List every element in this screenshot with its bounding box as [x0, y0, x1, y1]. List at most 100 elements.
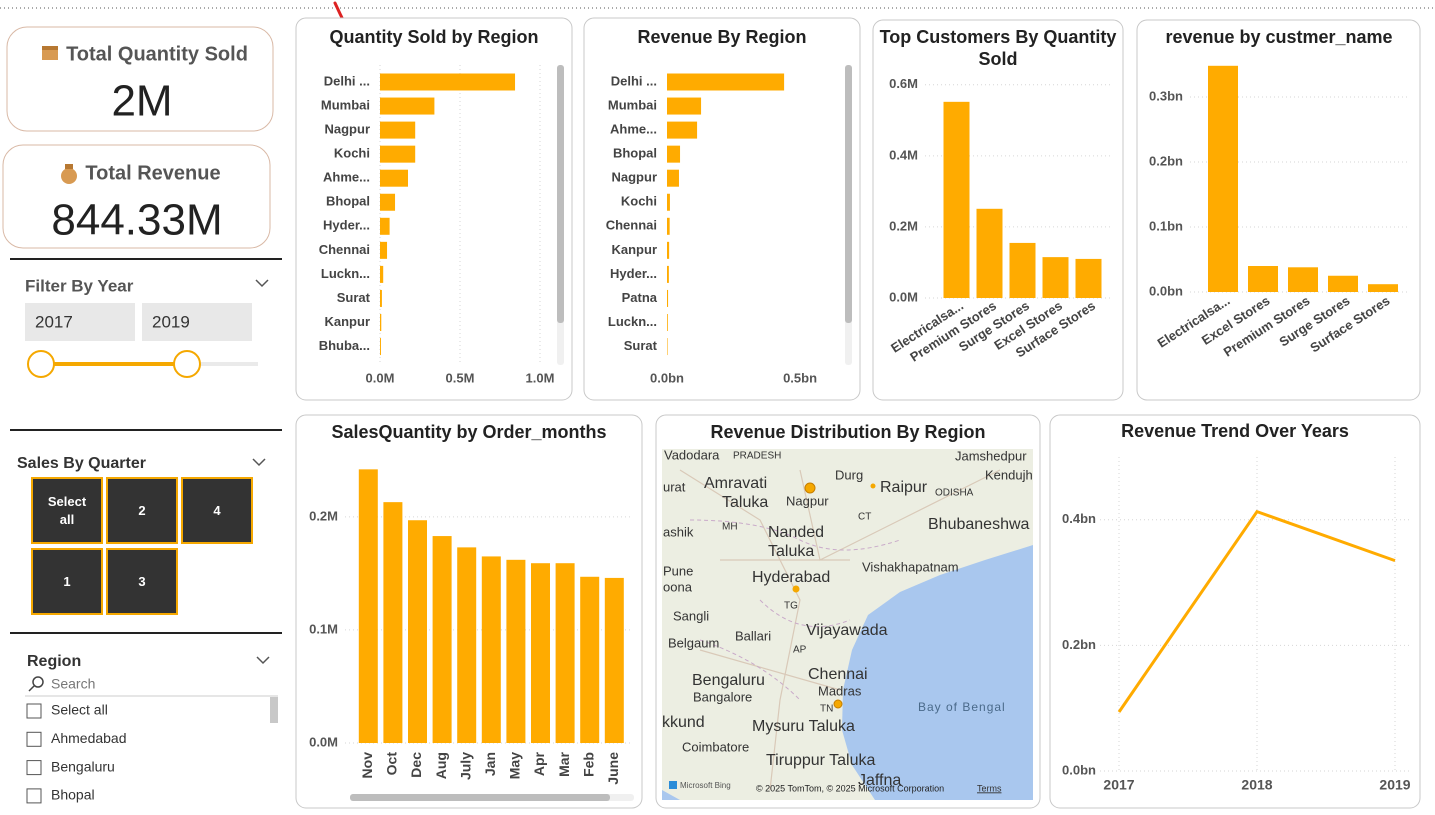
bar[interactable]: [667, 97, 702, 115]
quarter-label[interactable]: 4: [213, 502, 221, 518]
bar[interactable]: [1328, 275, 1358, 292]
map-label: TG: [784, 601, 798, 612]
trend-line[interactable]: [1117, 509, 1396, 713]
bar[interactable]: [432, 536, 452, 743]
bar[interactable]: [531, 563, 550, 743]
bar[interactable]: [380, 121, 416, 139]
bar[interactable]: [380, 73, 516, 91]
map-label: Nagpur: [786, 493, 829, 508]
map-label: Belgaum: [668, 635, 719, 650]
bar[interactable]: [1042, 257, 1069, 298]
year-to: 2019: [152, 312, 190, 331]
bar[interactable]: [667, 73, 785, 91]
bar[interactable]: [1248, 266, 1278, 292]
map-label: kkund: [662, 714, 705, 731]
bar[interactable]: [667, 338, 668, 356]
checkbox[interactable]: [26, 788, 42, 804]
bar[interactable]: [1288, 267, 1318, 292]
slider-handle[interactable]: [173, 350, 201, 378]
bar[interactable]: [506, 559, 526, 743]
bar[interactable]: [1368, 284, 1398, 292]
bar[interactable]: [358, 469, 378, 743]
bar[interactable]: [383, 502, 403, 743]
bar[interactable]: [380, 338, 381, 356]
quarter-tile[interactable]: [106, 548, 178, 615]
bar[interactable]: [380, 289, 382, 307]
bar[interactable]: [408, 520, 427, 743]
quarter-label-box[interactable]: 3: [107, 549, 177, 614]
scrollbar[interactable]: [270, 697, 278, 723]
checkbox[interactable]: [26, 703, 42, 719]
scrollbar[interactable]: [557, 65, 564, 323]
bar[interactable]: [604, 577, 624, 743]
bar[interactable]: [380, 169, 408, 187]
region-option[interactable]: Bhopal: [51, 787, 95, 803]
chevron[interactable]: [256, 656, 270, 665]
map-bubble[interactable]: [792, 585, 800, 593]
bar[interactable]: [667, 265, 669, 283]
map-borders: [689, 519, 901, 701]
bar[interactable]: [380, 193, 396, 211]
region-option[interactable]: Bengaluru: [51, 758, 115, 774]
checkbox[interactable]: [26, 731, 42, 747]
bar[interactable]: [1009, 242, 1036, 298]
search-box[interactable]: Search: [51, 676, 95, 692]
visual-title: Revenue By Region: [637, 27, 806, 47]
map-bubble[interactable]: [870, 483, 876, 489]
bar[interactable]: [667, 145, 681, 163]
quarter-label-box[interactable]: Select all: [32, 478, 102, 543]
bar[interactable]: [667, 217, 670, 235]
bar[interactable]: [380, 265, 384, 283]
map-label: Pune: [663, 563, 693, 578]
bar[interactable]: [667, 121, 698, 139]
bar[interactable]: [457, 547, 477, 743]
quarter-label[interactable]: Select all: [47, 493, 87, 527]
category-label: Hyder...: [323, 218, 370, 233]
region-option[interactable]: Select all: [51, 702, 108, 718]
bar[interactable]: [943, 101, 970, 298]
bar[interactable]: [1208, 65, 1238, 292]
map-bubble[interactable]: [804, 482, 816, 494]
map-terms[interactable]: Terms: [977, 783, 1002, 793]
map-label: Vishakhapatnam: [862, 559, 959, 574]
bar[interactable]: [380, 217, 390, 235]
card-title: Total Quantity Sold: [66, 43, 248, 65]
bar[interactable]: [380, 314, 382, 331]
region-option[interactable]: Ahmedabad: [51, 730, 127, 746]
bar[interactable]: [380, 145, 416, 163]
map[interactable]: Vadodara PRADESH Durg Jamshedpur Kendujh Amra…: [662, 447, 1033, 800]
year-input[interactable]: [142, 303, 252, 341]
bar[interactable]: [380, 241, 388, 259]
bar[interactable]: [555, 563, 575, 743]
year-input[interactable]: [25, 303, 135, 341]
quarter-label-box[interactable]: 2: [107, 478, 177, 543]
bar[interactable]: [667, 241, 670, 259]
quarter-tile[interactable]: [181, 477, 253, 544]
checkbox[interactable]: [26, 760, 42, 776]
quarter-label[interactable]: 3: [138, 573, 146, 589]
quarter-label[interactable]: 1: [63, 573, 71, 589]
bar[interactable]: [667, 193, 670, 211]
bar[interactable]: [1075, 258, 1102, 298]
scrollbar[interactable]: [845, 65, 852, 323]
bar[interactable]: [667, 314, 668, 331]
chevron[interactable]: [252, 458, 266, 467]
quarter-label-box[interactable]: 1: [32, 549, 102, 614]
map-bubble[interactable]: [833, 699, 843, 709]
bar[interactable]: [481, 556, 501, 743]
bar[interactable]: [580, 576, 600, 743]
slider-handle[interactable]: [27, 350, 55, 378]
bar[interactable]: [667, 289, 669, 307]
quarter-label[interactable]: 2: [138, 502, 146, 518]
bar[interactable]: [976, 208, 1003, 298]
quarter-label-box[interactable]: 4: [182, 478, 252, 543]
map-label: Hyderabad: [752, 569, 830, 586]
chevron[interactable]: [255, 279, 269, 288]
quarter-tile[interactable]: [106, 477, 178, 544]
quarter-tile[interactable]: [31, 477, 103, 544]
quarter-tile[interactable]: [31, 548, 103, 615]
scrollbar[interactable]: [350, 794, 610, 801]
category-label: Bhopal: [613, 146, 657, 161]
bar[interactable]: [380, 97, 435, 115]
bar[interactable]: [667, 169, 679, 187]
